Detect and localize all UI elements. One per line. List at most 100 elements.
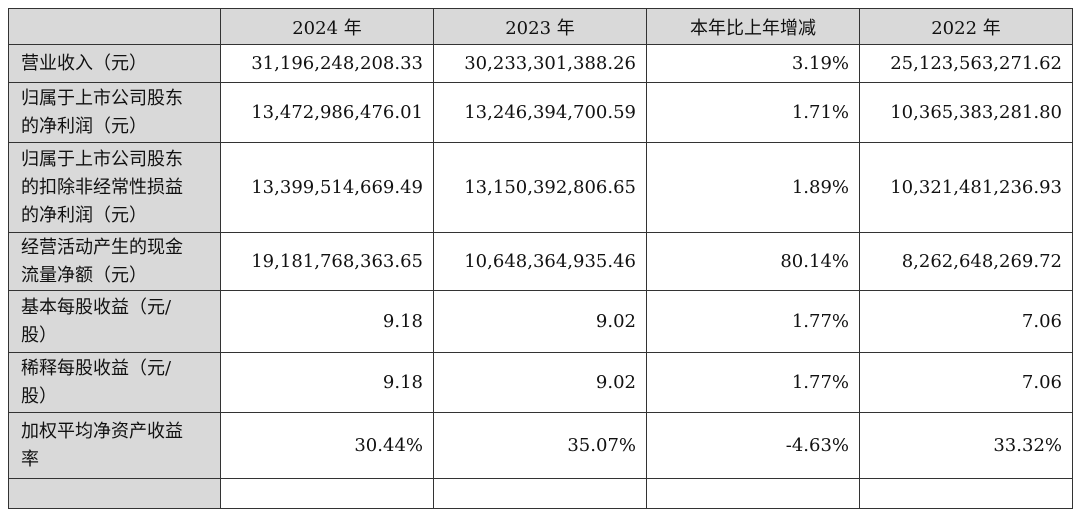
row-label: 的净利润（元） <box>21 115 147 137</box>
value-cell: 19,181,768,363.65 <box>220 232 434 291</box>
cell-value: 30.44% <box>354 435 423 456</box>
value-cell: 1.77% <box>646 290 860 353</box>
row-label-cell: 稀释每股收益（元/股） <box>8 352 221 413</box>
value-cell: 33.32% <box>859 412 1073 479</box>
value-cell: 7.06 <box>859 290 1073 353</box>
value-cell: 9.18 <box>220 290 434 353</box>
row-label-cell: 经营活动产生的现金 流量净额（元） <box>8 232 221 291</box>
cell-value: 3.19% <box>791 53 849 74</box>
row-label-cell: 加权平均净资产收益率 <box>8 412 221 479</box>
value-cell: 13,472,986,476.01 <box>220 82 434 143</box>
value-cell: 10,321,481,236.93 <box>859 142 1073 233</box>
cell-value: 35.07% <box>567 435 636 456</box>
table-row: 稀释每股收益（元/股） 9.18 9.02 1.77% 7.06 <box>8 352 1073 413</box>
cell-value: 31,196,248,208.33 <box>251 53 423 74</box>
cell-value: 33.32% <box>993 435 1062 456</box>
cell-value: 10,321,481,236.93 <box>890 177 1062 198</box>
cell-value: 25,123,563,271.62 <box>890 53 1062 74</box>
cell-value: -4.63% <box>785 435 849 456</box>
row-label: 归属于上市公司股东 <box>21 148 183 170</box>
row-label: 稀释每股收益（元/ <box>21 357 172 379</box>
value-cell <box>220 478 434 509</box>
value-cell: 3.19% <box>646 44 860 83</box>
value-cell: 7.06 <box>859 352 1073 413</box>
value-cell <box>859 478 1073 509</box>
cell-value: 8,262,648,269.72 <box>901 251 1062 272</box>
row-label-cell: 归属于上市公司股东 的扣除非经常性损益 的净利润（元） <box>8 142 221 233</box>
value-cell: 8,262,648,269.72 <box>859 232 1073 291</box>
value-cell: 25,123,563,271.62 <box>859 44 1073 83</box>
row-label: 归属于上市公司股东 <box>21 87 183 109</box>
table-container: 2024 年 2023 年 本年比上年增减 2022 年营业收入（元） 31,196,2… <box>8 8 1073 509</box>
header-text: 2022 年 <box>931 17 1001 39</box>
value-cell: 30.44% <box>220 412 434 479</box>
row-label: 的净利润（元） <box>21 204 147 226</box>
header-cell <box>8 8 221 45</box>
value-cell: 1.89% <box>646 142 860 233</box>
cell-value: 9.18 <box>382 311 423 332</box>
row-label: 股） <box>21 385 57 407</box>
cell-value: 9.02 <box>595 311 636 332</box>
value-cell: 9.18 <box>220 352 434 413</box>
cell-value: 7.06 <box>1021 311 1062 332</box>
row-label: 股） <box>21 324 57 346</box>
cell-value: 80.14% <box>780 251 849 272</box>
table-row: 基本每股收益（元/股） 9.18 9.02 1.77% 7.06 <box>8 290 1073 353</box>
financial-table: 2024 年 2023 年 本年比上年增减 2022 年营业收入（元） 31,196,2… <box>8 8 1073 509</box>
row-label-cell: 基本每股收益（元/股） <box>8 290 221 353</box>
cell-value: 13,399,514,669.49 <box>251 177 423 198</box>
cell-value: 1.77% <box>791 311 849 332</box>
value-cell <box>646 478 860 509</box>
row-label-cell <box>8 478 221 509</box>
value-cell <box>433 478 647 509</box>
header-text: 本年比上年增减 <box>690 17 816 39</box>
header-cell: 2024 年 <box>220 8 434 45</box>
table-body: 2024 年 2023 年 本年比上年增减 2022 年营业收入（元） 31,196,2… <box>8 8 1073 509</box>
header-cell: 本年比上年增减 <box>646 8 860 45</box>
value-cell: 9.02 <box>433 290 647 353</box>
value-cell: 13,150,392,806.65 <box>433 142 647 233</box>
header-cell: 2023 年 <box>433 8 647 45</box>
cell-value: 1.77% <box>791 372 849 393</box>
table-row <box>8 478 1073 509</box>
value-cell: 10,648,364,935.46 <box>433 232 647 291</box>
cell-value: 7.06 <box>1021 372 1062 393</box>
value-cell: 13,399,514,669.49 <box>220 142 434 233</box>
table-row: 营业收入（元） 31,196,248,208.33 30,233,301,388.2… <box>8 44 1073 83</box>
cell-value: 13,472,986,476.01 <box>251 102 423 123</box>
header-row: 2024 年 2023 年 本年比上年增减 2022 年 <box>8 8 1073 45</box>
row-label: 的扣除非经常性损益 <box>21 176 183 198</box>
value-cell: 80.14% <box>646 232 860 291</box>
value-cell: 30,233,301,388.26 <box>433 44 647 83</box>
row-label: 率 <box>21 448 39 470</box>
cell-value: 19,181,768,363.65 <box>251 251 423 272</box>
header-text: 2024 年 <box>292 17 362 39</box>
header-text: 2023 年 <box>505 17 575 39</box>
row-label: 营业收入（元） <box>21 52 147 74</box>
cell-value: 9.18 <box>382 372 423 393</box>
row-label-cell: 营业收入（元） <box>8 44 221 83</box>
cell-value: 10,365,383,281.80 <box>890 102 1062 123</box>
cell-value: 1.89% <box>791 177 849 198</box>
table-row: 经营活动产生的现金 流量净额（元） 19,181,768,363.65 10,648,… <box>8 232 1073 291</box>
value-cell: 10,365,383,281.80 <box>859 82 1073 143</box>
cell-value: 9.02 <box>595 372 636 393</box>
row-label: 经营活动产生的现金 <box>21 236 183 258</box>
cell-value: 13,246,394,700.59 <box>464 102 636 123</box>
cell-value: 1.71% <box>791 102 849 123</box>
header-cell: 2022 年 <box>859 8 1073 45</box>
row-label: 基本每股收益（元/ <box>21 296 172 318</box>
cell-value: 10,648,364,935.46 <box>464 251 636 272</box>
row-label: 加权平均净资产收益 <box>21 420 183 442</box>
row-label-cell: 归属于上市公司股东 的净利润（元） <box>8 82 221 143</box>
cell-value: 13,150,392,806.65 <box>464 177 636 198</box>
value-cell: -4.63% <box>646 412 860 479</box>
value-cell: 35.07% <box>433 412 647 479</box>
page: 2024 年 2023 年 本年比上年增减 2022 年营业收入（元） 31,196,2… <box>8 8 1073 509</box>
value-cell: 9.02 <box>433 352 647 413</box>
table-row: 归属于上市公司股东 的净利润（元） 13,472,986,476.01 13,246,… <box>8 82 1073 143</box>
value-cell: 31,196,248,208.33 <box>220 44 434 83</box>
row-label: 流量净额（元） <box>21 264 147 286</box>
cell-value: 30,233,301,388.26 <box>464 53 636 74</box>
value-cell: 1.77% <box>646 352 860 413</box>
